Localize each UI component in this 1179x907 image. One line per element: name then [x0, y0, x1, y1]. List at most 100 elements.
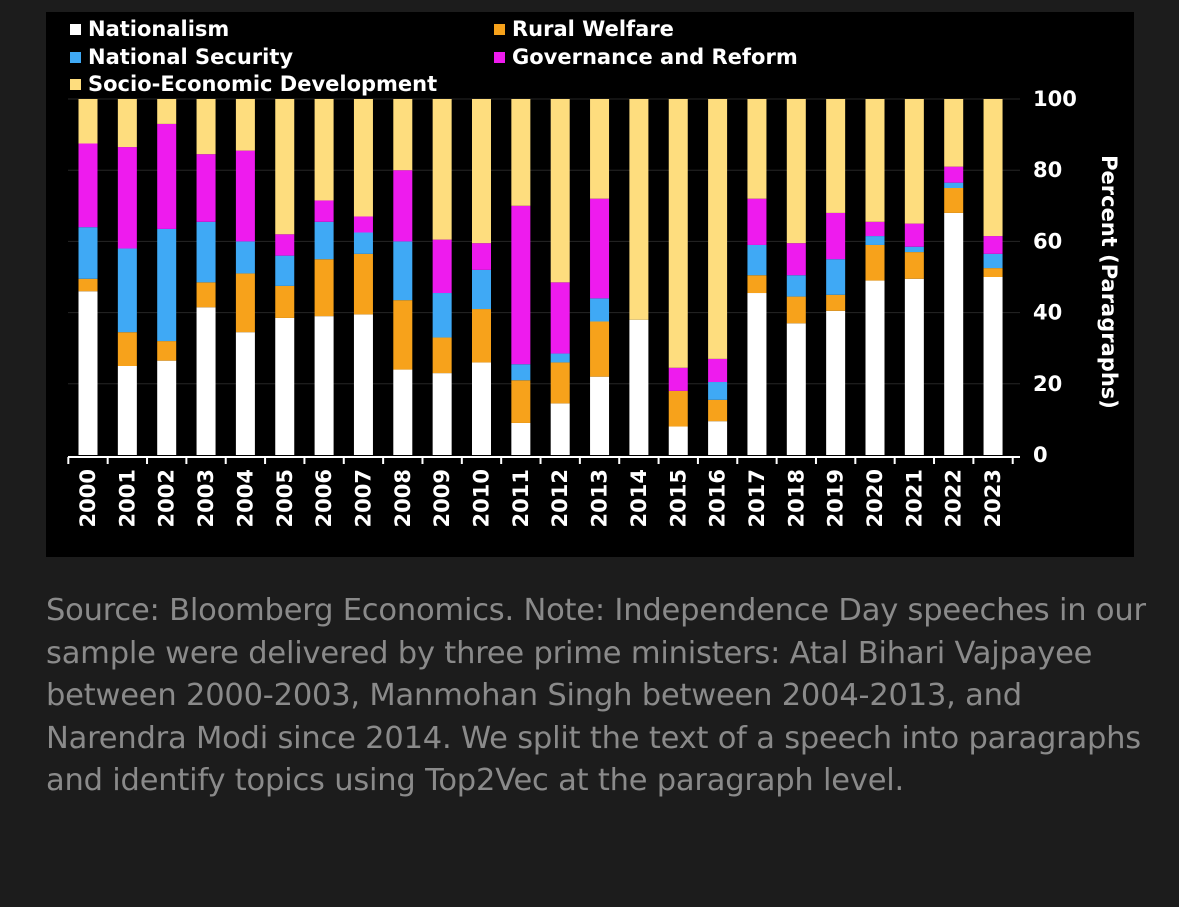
- bar-2018-socio-economic-development: [786, 99, 806, 244]
- bar-2015-nationalism: [668, 426, 688, 455]
- bar-2009-nationalism: [432, 373, 452, 455]
- bar-2009-socio-economic-development: [432, 99, 452, 240]
- x-label-2021: 2021: [902, 469, 926, 527]
- bar-2005-rural-welfare: [275, 285, 295, 318]
- bar-2023-governance-and-reform: [983, 236, 1003, 254]
- bar-2007-nationalism: [353, 314, 373, 455]
- bar-2004-socio-economic-development: [235, 99, 255, 151]
- gridlines: [68, 98, 1020, 385]
- x-label-2019: 2019: [824, 469, 848, 527]
- bar-2005-governance-and-reform: [275, 234, 295, 256]
- bar-2018-nationalism: [786, 323, 806, 455]
- x-label-2009: 2009: [430, 469, 454, 527]
- bar-2017-governance-and-reform: [747, 198, 767, 245]
- y-axis-ticks: 0 20 40 60 80 100: [1033, 87, 1077, 467]
- legend-label: Rural Welfare: [512, 17, 674, 41]
- bar-2013-governance-and-reform: [590, 198, 610, 299]
- bar-2017-socio-economic-development: [747, 99, 767, 199]
- bar-2017-nationalism: [747, 293, 767, 455]
- x-label-2012: 2012: [548, 469, 572, 527]
- bar-2002-governance-and-reform: [157, 123, 177, 229]
- legend-label: National Security: [88, 45, 293, 69]
- bar-2007-governance-and-reform: [353, 216, 373, 233]
- bar-2015-socio-economic-development: [668, 99, 688, 368]
- bar-2023-rural-welfare: [983, 268, 1003, 277]
- bars: [78, 99, 1003, 455]
- x-label-2017: 2017: [745, 469, 769, 527]
- bar-2018-rural-welfare: [786, 296, 806, 324]
- bar-2011-nationalism: [511, 422, 531, 455]
- bar-2021-rural-welfare: [904, 252, 924, 279]
- x-label-2000: 2000: [76, 469, 100, 527]
- bar-2002-socio-economic-development: [157, 99, 177, 124]
- bar-2005-national-security: [275, 255, 295, 286]
- bar-2000-socio-economic-development: [78, 99, 98, 144]
- bar-2009-national-security: [432, 293, 452, 338]
- bar-2006-rural-welfare: [314, 259, 334, 317]
- x-label-2008: 2008: [391, 469, 415, 527]
- bar-2002-rural-welfare: [157, 341, 177, 361]
- bar-2010-socio-economic-development: [472, 99, 491, 244]
- bar-2019-governance-and-reform: [826, 212, 846, 260]
- bar-2012-nationalism: [550, 403, 570, 455]
- bar-2023-nationalism: [983, 277, 1003, 455]
- y-tick-label-60: 60: [1033, 229, 1062, 253]
- bar-2020-rural-welfare: [865, 244, 885, 281]
- x-label-2016: 2016: [706, 469, 730, 527]
- bar-2009-rural-welfare: [432, 337, 452, 374]
- bar-2011-rural-welfare: [511, 380, 531, 423]
- bar-2004-national-security: [235, 241, 255, 274]
- bar-2020-nationalism: [865, 280, 885, 455]
- bar-2009-governance-and-reform: [432, 239, 452, 294]
- x-label-2011: 2011: [509, 469, 533, 527]
- x-label-2007: 2007: [351, 469, 375, 527]
- x-label-2003: 2003: [194, 469, 218, 527]
- bar-2002-national-security: [157, 228, 177, 342]
- bar-2007-rural-welfare: [353, 253, 373, 315]
- bar-2001-national-security: [117, 248, 137, 333]
- bar-2019-rural-welfare: [826, 294, 846, 311]
- bar-2003-national-security: [196, 221, 216, 283]
- bar-2004-rural-welfare: [235, 273, 255, 333]
- bar-2004-nationalism: [235, 332, 255, 455]
- legend-swatch: [70, 52, 81, 63]
- bar-2011-governance-and-reform: [511, 205, 531, 365]
- source-note: Source: Bloomberg Economics. Note: Indep…: [46, 593, 1146, 798]
- bar-2010-nationalism: [472, 362, 491, 455]
- bar-2008-national-security: [393, 241, 413, 301]
- bar-2000-nationalism: [78, 291, 98, 455]
- y-tick-label-20: 20: [1033, 372, 1062, 396]
- bar-2015-governance-and-reform: [668, 367, 688, 391]
- legend-item-governance-and-reform: Governance and Reform: [494, 45, 798, 69]
- bar-2001-governance-and-reform: [117, 147, 137, 249]
- x-label-2006: 2006: [312, 469, 336, 527]
- x-label-2022: 2022: [942, 469, 966, 527]
- bar-2003-socio-economic-development: [196, 99, 216, 155]
- x-label-2005: 2005: [273, 469, 297, 527]
- bar-2016-rural-welfare: [708, 399, 728, 422]
- x-axis-labels: 2000 2001 2002 2003 2004 2005 2006 2007 2008 2009…: [76, 469, 1005, 527]
- x-label-2004: 2004: [233, 469, 257, 527]
- bar-2012-rural-welfare: [550, 362, 570, 404]
- legend-swatch: [494, 52, 505, 63]
- bar-2018-governance-and-reform: [786, 243, 806, 276]
- bar-2020-socio-economic-development: [865, 99, 885, 222]
- chart-panel: 0 20 40 60 80 100 2000 2001 2002 2003 2004 2005 200…: [46, 12, 1134, 557]
- bar-2016-governance-and-reform: [708, 358, 728, 383]
- y-axis-title: Percent (Paragraphs): [1097, 155, 1121, 409]
- x-label-2020: 2020: [863, 469, 887, 527]
- bar-2000-governance-and-reform: [78, 143, 98, 228]
- bar-2008-rural-welfare: [393, 300, 413, 370]
- bar-2016-socio-economic-development: [708, 99, 728, 359]
- bar-2003-rural-welfare: [196, 282, 216, 308]
- bar-2008-governance-and-reform: [393, 170, 413, 242]
- bar-2019-nationalism: [826, 310, 846, 455]
- bar-2023-national-security: [983, 253, 1003, 269]
- bar-2013-nationalism: [590, 376, 610, 455]
- x-label-2013: 2013: [588, 469, 612, 527]
- x-label-2018: 2018: [784, 469, 808, 527]
- bar-2001-nationalism: [117, 366, 137, 455]
- legend-label: Nationalism: [88, 17, 229, 41]
